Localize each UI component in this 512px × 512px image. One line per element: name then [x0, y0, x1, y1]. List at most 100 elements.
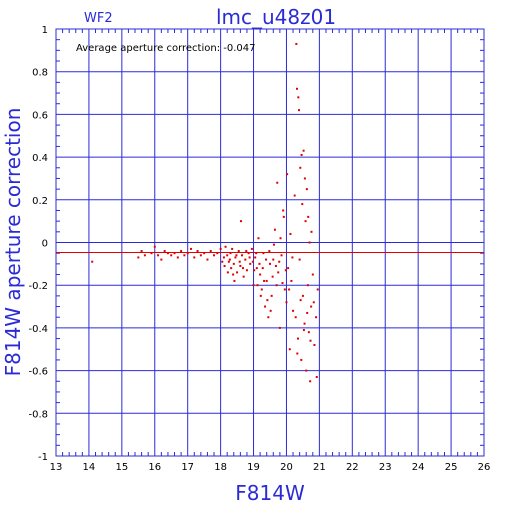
- data-point: [271, 275, 274, 278]
- data-point: [306, 284, 309, 287]
- data-point: [249, 262, 252, 265]
- data-point: [303, 177, 306, 180]
- data-point: [298, 258, 301, 261]
- data-point: [196, 250, 199, 253]
- data-point: [286, 173, 289, 176]
- data-point: [224, 245, 227, 248]
- data-point: [297, 109, 300, 112]
- data-point: [213, 254, 216, 257]
- data-point: [199, 254, 202, 257]
- data-point: [310, 230, 313, 233]
- data-point: [238, 260, 241, 263]
- x-tick-label: 20: [280, 462, 293, 473]
- data-point: [143, 254, 146, 257]
- data-point: [216, 252, 219, 255]
- data-point: [311, 273, 314, 276]
- data-point: [265, 279, 268, 282]
- data-point: [292, 309, 295, 312]
- data-point: [278, 326, 281, 329]
- y-tick-label: -0.2: [28, 281, 48, 292]
- data-point: [291, 256, 294, 259]
- data-point: [232, 262, 235, 265]
- data-point: [180, 250, 183, 253]
- data-point: [251, 260, 254, 263]
- data-point: [296, 337, 299, 340]
- data-point: [232, 273, 235, 276]
- data-point: [166, 252, 169, 255]
- y-tick-label: -0.8: [28, 409, 48, 420]
- chart-title: lmc_u48z01: [216, 5, 336, 29]
- plot-frame: [55, 28, 485, 457]
- data-point: [295, 42, 298, 45]
- data-point: [183, 254, 186, 257]
- y-tick-label: -0.6: [28, 367, 48, 378]
- data-point: [296, 352, 299, 355]
- data-point: [173, 252, 176, 255]
- data-point: [297, 96, 300, 99]
- data-point: [272, 258, 275, 261]
- data-point: [281, 282, 284, 285]
- data-point: [237, 250, 240, 253]
- data-point: [206, 258, 209, 261]
- data-point: [241, 254, 244, 257]
- data-point: [267, 316, 270, 319]
- x-tick-label: 17: [181, 462, 194, 473]
- x-tick-label: 14: [83, 462, 96, 473]
- data-point: [310, 305, 313, 308]
- data-point: [316, 288, 319, 291]
- data-point: [279, 237, 282, 240]
- x-tick-label: 18: [214, 462, 227, 473]
- data-point: [276, 181, 279, 184]
- data-point: [302, 149, 305, 152]
- y-tick-label: 0.2: [32, 196, 48, 207]
- data-point: [242, 267, 245, 270]
- data-point: [290, 279, 293, 282]
- data-point: [242, 275, 245, 278]
- data-point: [269, 262, 271, 265]
- data-point: [282, 215, 285, 218]
- chip-label: WF2: [84, 11, 113, 26]
- data-point: [176, 256, 179, 259]
- x-tick-label: 22: [346, 462, 359, 473]
- data-point: [235, 254, 238, 257]
- data-point: [308, 241, 311, 244]
- data-point: [280, 254, 283, 257]
- y-tick-label: 0.8: [32, 68, 48, 79]
- data-point: [282, 209, 285, 212]
- x-tick-label: 16: [148, 462, 161, 473]
- y-tick-label: 0: [42, 239, 48, 250]
- y-tick-label: 0.6: [32, 110, 48, 121]
- x-tick-label: 15: [115, 462, 128, 473]
- y-tick-label: -0.4: [28, 324, 48, 335]
- data-point: [262, 252, 265, 255]
- data-point: [300, 153, 303, 156]
- data-point: [301, 294, 304, 297]
- y-tick-label: -1: [38, 452, 48, 463]
- data-point: [248, 256, 251, 259]
- data-point: [247, 252, 250, 255]
- average-annotation: Average aperture correction: -0.047: [76, 43, 256, 54]
- data-point: [252, 284, 255, 287]
- data-point: [170, 254, 173, 257]
- data-point: [315, 376, 318, 379]
- data-point: [226, 254, 229, 257]
- data-point: [268, 250, 271, 253]
- data-point: [157, 254, 160, 257]
- data-point: [231, 247, 234, 250]
- data-point: [229, 252, 232, 255]
- data-points: [91, 42, 319, 383]
- x-tick-label: 23: [379, 462, 392, 473]
- data-point: [221, 260, 224, 263]
- data-point: [219, 247, 222, 250]
- data-point: [306, 311, 309, 314]
- data-point: [305, 188, 308, 191]
- data-point: [245, 269, 248, 272]
- data-point: [140, 250, 143, 253]
- data-point: [299, 166, 302, 169]
- data-point: [193, 256, 196, 259]
- data-point: [315, 316, 318, 319]
- data-point: [163, 250, 166, 253]
- x-tick-label: 19: [247, 462, 260, 473]
- data-point: [189, 247, 192, 250]
